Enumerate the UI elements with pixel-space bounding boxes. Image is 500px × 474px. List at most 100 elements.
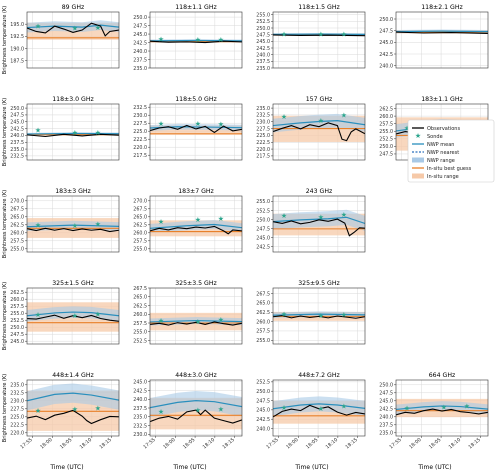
panel-frame <box>149 103 243 161</box>
y-tick-label: 262.5 <box>379 106 393 112</box>
panel-frame <box>26 379 120 437</box>
observations-line <box>27 314 119 322</box>
panel-title: 448±3.0 GHz <box>175 372 217 379</box>
y-tick-label: 255.0 <box>133 247 147 253</box>
y-tick-label: 265.0 <box>133 295 147 301</box>
x-tick-label: 18:15 <box>98 437 112 450</box>
x-tick-label: 18:05 <box>428 437 442 450</box>
plot-area: ★ ★ ★ <box>273 196 365 252</box>
sonde-point: ★ <box>95 24 101 32</box>
y-tick-label: 247.5 <box>379 391 393 397</box>
y-tick-label: 255.0 <box>133 330 147 336</box>
y-tick-label: 257.5 <box>379 121 393 127</box>
y-tick-label: 262.5 <box>10 290 24 296</box>
sonde-point: ★ <box>195 120 201 128</box>
y-tick-label: 267.5 <box>256 291 270 297</box>
sonde-point: ★ <box>281 113 287 121</box>
panel-6: 157 GHz ★ ★ ★ 217.5220.0222.5225.0227.5230.0… <box>256 96 366 161</box>
sonde-point: ★ <box>35 221 41 229</box>
y-tick-label: 240.0 <box>10 133 24 139</box>
y-tick-label: 217.5 <box>133 153 147 159</box>
sonde-point: ★ <box>158 317 164 325</box>
plot-area: ★ ★ ★ <box>150 288 242 344</box>
xlabel-col2: Time (UTC) <box>172 464 206 471</box>
y-tick-label: 220.0 <box>10 431 24 437</box>
legend: Observations ★ Sonde NWP mean NWP nearest NWP… <box>407 119 495 183</box>
panel-title: 664 GHz <box>429 372 455 379</box>
x-tick-label: 18:10 <box>202 437 216 450</box>
y-tick-label: 237.5 <box>379 423 393 429</box>
y-tick-label: 240.0 <box>379 415 393 421</box>
y-tick-label: 247.5 <box>379 152 393 158</box>
panel-title: 243 GHz <box>306 188 332 195</box>
panel-frame <box>26 287 120 345</box>
panel-frame <box>272 103 366 161</box>
y-tick-label: 240.0 <box>256 52 270 58</box>
y-tick-label: 235.0 <box>256 106 270 112</box>
y-tick-label: 260.0 <box>256 319 270 325</box>
panel-0: 89 GHz ★ ★ ★ 187.5 190.0 192.5 195.0Brightness … <box>2 4 120 74</box>
y-tick-label: 192.5 <box>10 34 24 40</box>
nwp-mean-line <box>150 400 242 409</box>
y-tick-label: 262.5 <box>10 223 24 229</box>
nwp-mean-line <box>27 132 119 135</box>
panel-8: 183±3 GHz ★ ★ ★ 255.0 257.5 260.0 262.5 265.0 267… <box>2 188 120 258</box>
y-tick-label: 247.5 <box>256 398 270 404</box>
plot-area: ★ ★ ★ <box>27 288 119 344</box>
xlabel-col4: Time (UTC) <box>417 464 451 471</box>
sonde-point: ★ <box>318 312 324 320</box>
panel-title: 118±1.1 GHz <box>175 4 217 11</box>
y-tick-label: 227.5 <box>133 121 147 127</box>
y-tick-label: 247.5 <box>256 32 270 38</box>
sonde-point: ★ <box>281 311 287 319</box>
nwp-mean-line <box>396 405 488 411</box>
sonde-point: ★ <box>158 408 164 416</box>
plot-area: ★ ★ ★ <box>150 196 242 252</box>
y-tick-label: 262.5 <box>256 310 270 316</box>
y-tick-label: 270.0 <box>133 199 147 205</box>
y-tick-label: 240.0 <box>133 49 147 55</box>
insitu-range-band <box>150 125 242 136</box>
y-tick-label: 245.0 <box>379 40 393 46</box>
sonde-point: ★ <box>35 127 41 135</box>
plot-area <box>396 12 488 68</box>
y-tick-label: 222.5 <box>256 140 270 146</box>
y-tick-label: 230.0 <box>133 113 147 119</box>
y-tick-label: 252.5 <box>256 19 270 25</box>
sonde-point: ★ <box>218 36 224 44</box>
xlabel-col3: Time (UTC) <box>294 464 328 471</box>
y-tick-label: 225.0 <box>10 415 24 421</box>
sonde-point: ★ <box>72 24 78 32</box>
panel-16: 448±1.4 GHz ★ ★ ★ 220.0 222.5 225.0 227.5 230.0 2… <box>2 372 120 450</box>
sonde-point: ★ <box>281 404 287 412</box>
nwp-mean-line <box>273 120 365 127</box>
sonde-point: ★ <box>218 215 224 223</box>
y-tick-label: 262.5 <box>133 303 147 309</box>
y-tick-label: 187.5 <box>10 58 24 64</box>
sonde-point: ★ <box>72 405 78 413</box>
legend-label: NWP nearest <box>427 150 459 156</box>
nwp-mean-line <box>273 403 365 410</box>
y-tick-label: 255.0 <box>10 311 24 317</box>
sonde-point: ★ <box>341 211 347 219</box>
sonde-point: ★ <box>195 36 201 44</box>
y-tick-label: 245.0 <box>256 39 270 45</box>
y-tick-label: 242.5 <box>256 244 270 250</box>
y-tick-label: 257.5 <box>10 239 24 245</box>
sonde-point: ★ <box>72 312 78 320</box>
y-tick-label: 260.0 <box>10 231 24 237</box>
x-tick-label: 18:00 <box>162 437 176 450</box>
y-tick-label: 195.0 <box>10 22 24 28</box>
legend-label: NWP range <box>427 158 455 164</box>
x-tick-label: 17:55 <box>19 437 33 450</box>
y-tick-label: 237.5 <box>10 140 24 146</box>
nwp-mean-line <box>273 313 365 316</box>
panel-title: 118±1.5 GHz <box>298 4 340 11</box>
y-tick-label: 270.0 <box>10 199 24 205</box>
y-axis-label: Brightness temperature (K) <box>2 374 8 442</box>
y-tick-label: 242.5 <box>379 52 393 58</box>
nwp-mean-line <box>150 319 242 323</box>
y-tick-label: 252.5 <box>256 208 270 214</box>
y-tick-label: 235.0 <box>256 66 270 72</box>
y-axis-label: Brightness temperature (K) <box>2 6 8 74</box>
